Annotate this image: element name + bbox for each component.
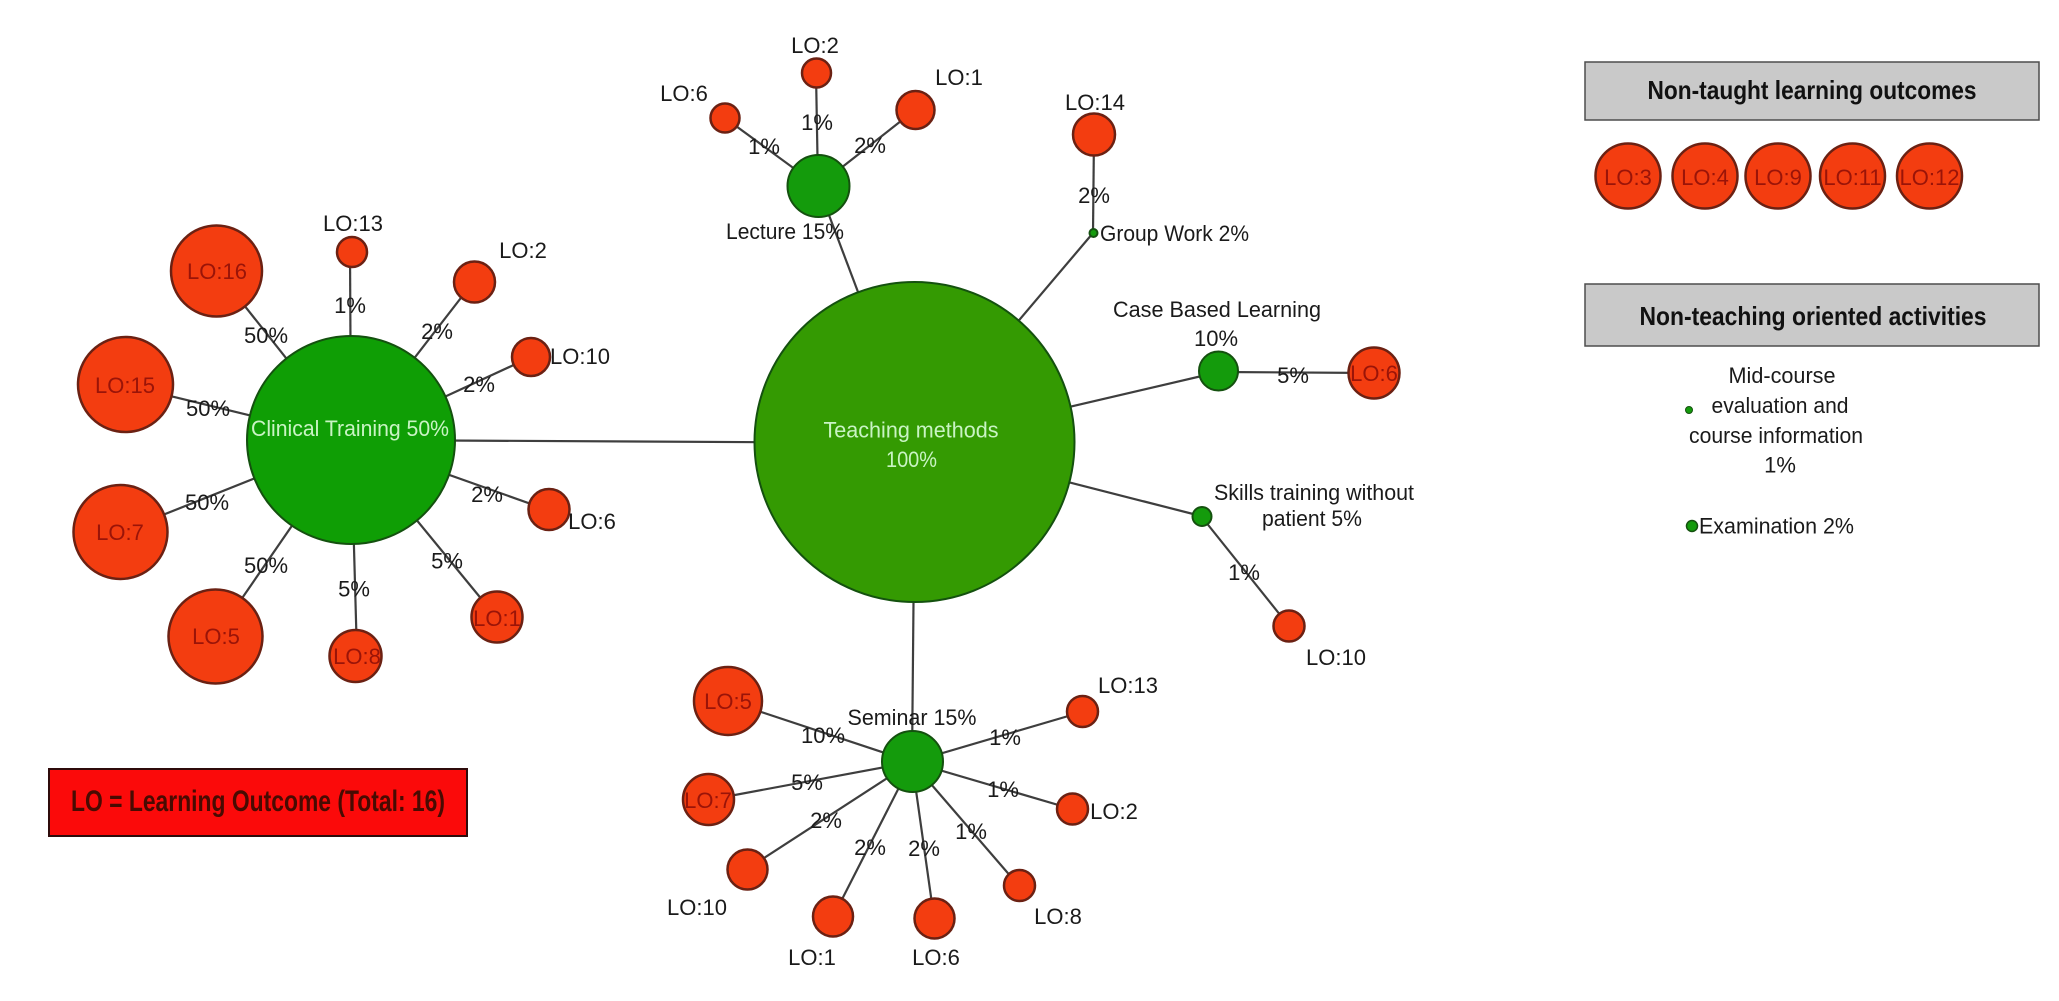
svg-text:LO:11: LO:11	[1823, 165, 1881, 190]
svg-text:Non-teaching oriented activiti: Non-teaching oriented activities	[1640, 301, 1987, 331]
svg-text:Skills training without: Skills training without	[1214, 480, 1414, 505]
svg-text:50%: 50%	[186, 396, 230, 421]
svg-text:Non-taught learning outcomes: Non-taught learning outcomes	[1648, 75, 1977, 105]
svg-text:2%: 2%	[908, 836, 940, 861]
svg-text:2%: 2%	[1078, 183, 1110, 208]
svg-text:2%: 2%	[471, 482, 503, 507]
svg-text:5%: 5%	[1277, 363, 1309, 388]
svg-text:5%: 5%	[431, 549, 463, 574]
svg-text:50%: 50%	[244, 323, 288, 348]
svg-text:1%: 1%	[1764, 453, 1796, 478]
svg-text:LO:14: LO:14	[1065, 90, 1125, 115]
svg-text:LO:15: LO:15	[95, 373, 155, 398]
svg-text:5%: 5%	[791, 770, 823, 795]
svg-text:LO:6: LO:6	[660, 81, 708, 106]
svg-text:1%: 1%	[748, 134, 780, 159]
svg-text:LO:6: LO:6	[1350, 361, 1398, 386]
svg-text:evaluation and: evaluation and	[1712, 393, 1849, 418]
svg-text:1%: 1%	[801, 110, 833, 135]
svg-text:LO:5: LO:5	[192, 624, 240, 649]
svg-text:LO:2: LO:2	[791, 33, 839, 58]
svg-text:Group Work 2%: Group Work 2%	[1100, 221, 1249, 246]
svg-text:1%: 1%	[334, 293, 366, 318]
svg-text:LO:1: LO:1	[935, 65, 983, 90]
svg-text:LO:7: LO:7	[96, 520, 144, 545]
svg-text:patient 5%: patient 5%	[1262, 506, 1362, 531]
svg-text:LO:4: LO:4	[1681, 165, 1729, 190]
svg-text:LO:8: LO:8	[333, 644, 381, 669]
svg-text:LO:16: LO:16	[187, 259, 247, 284]
svg-text:course information: course information	[1689, 423, 1863, 448]
svg-text:100%: 100%	[886, 447, 937, 472]
svg-text:LO:9: LO:9	[1754, 165, 1802, 190]
svg-text:LO:8: LO:8	[1034, 904, 1082, 929]
svg-text:Seminar 15%: Seminar 15%	[848, 705, 977, 730]
svg-text:2%: 2%	[810, 808, 842, 833]
svg-text:LO:5: LO:5	[704, 689, 752, 714]
svg-text:LO = Learning Outcome (Total:: LO = Learning Outcome (Total: 16)	[71, 785, 445, 818]
svg-text:2%: 2%	[463, 372, 495, 397]
svg-text:2%: 2%	[421, 319, 453, 344]
svg-text:Teaching methods: Teaching methods	[824, 418, 999, 443]
svg-text:LO:12: LO:12	[1900, 165, 1960, 190]
svg-text:LO:13: LO:13	[323, 211, 383, 236]
svg-text:Examination 2%: Examination 2%	[1699, 514, 1854, 539]
svg-text:LO:6: LO:6	[912, 945, 960, 970]
svg-text:LO:10: LO:10	[1306, 645, 1366, 670]
svg-text:LO:7: LO:7	[684, 788, 732, 813]
svg-text:1%: 1%	[955, 819, 987, 844]
svg-text:2%: 2%	[854, 835, 886, 860]
svg-text:50%: 50%	[244, 553, 288, 578]
svg-text:1%: 1%	[987, 777, 1019, 802]
svg-text:2%: 2%	[854, 133, 886, 158]
svg-text:10%: 10%	[801, 723, 845, 748]
svg-text:LO:6: LO:6	[568, 509, 616, 534]
svg-text:LO:1: LO:1	[788, 945, 836, 970]
svg-text:LO:3: LO:3	[1604, 165, 1652, 190]
svg-text:LO:1: LO:1	[473, 606, 521, 631]
svg-text:LO:13: LO:13	[1098, 673, 1158, 698]
svg-text:50%: 50%	[185, 490, 229, 515]
svg-text:5%: 5%	[338, 577, 370, 602]
svg-text:Case Based Learning: Case Based Learning	[1113, 297, 1321, 322]
svg-text:Clinical Training 50%: Clinical Training 50%	[251, 416, 449, 441]
svg-text:LO:2: LO:2	[499, 238, 547, 263]
svg-text:LO:2: LO:2	[1090, 799, 1138, 824]
svg-text:1%: 1%	[989, 725, 1021, 750]
svg-text:Lecture 15%: Lecture 15%	[726, 219, 844, 244]
svg-text:LO:10: LO:10	[667, 895, 727, 920]
svg-text:10%: 10%	[1194, 326, 1238, 351]
svg-text:1%: 1%	[1228, 560, 1260, 585]
svg-text:LO:10: LO:10	[550, 344, 610, 369]
svg-text:Mid-course: Mid-course	[1729, 363, 1836, 388]
